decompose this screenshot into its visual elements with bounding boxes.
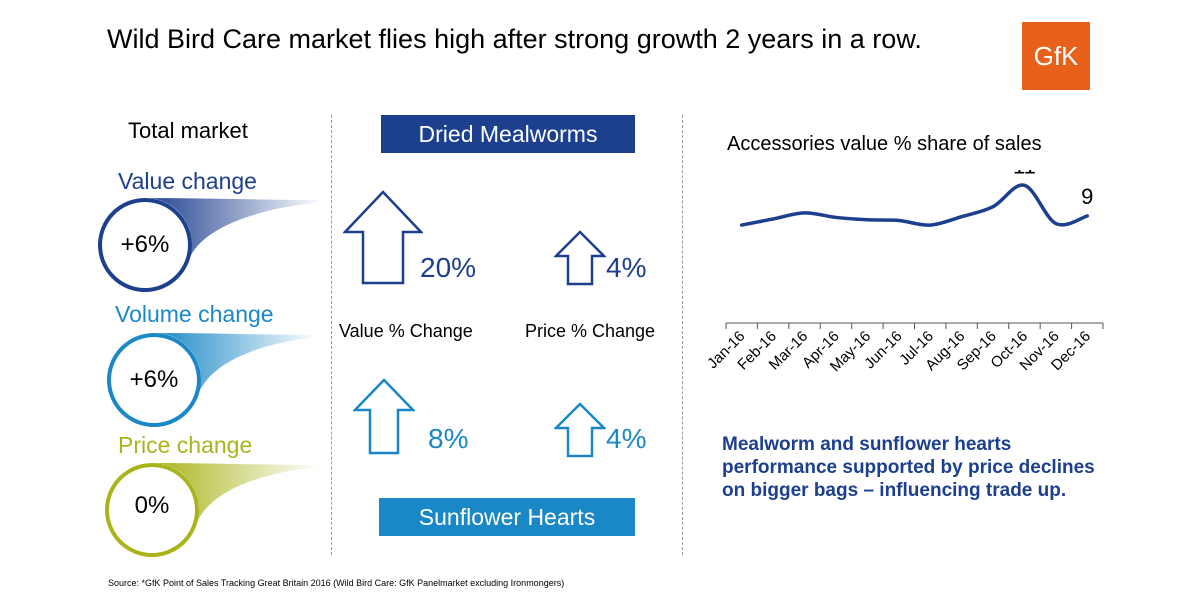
sunflower-price-pct: 4% bbox=[606, 423, 647, 454]
dried-mealworms-header: Dried Mealworms bbox=[381, 115, 635, 153]
data-label: 9 bbox=[1081, 184, 1093, 209]
data-label: 11 bbox=[1013, 170, 1036, 178]
volume-change-swoosh bbox=[107, 332, 319, 427]
insight-note: Mealworm and sunflower hearts performanc… bbox=[722, 434, 1095, 501]
volume-change-label: Volume change bbox=[115, 301, 274, 327]
accessories-share-chart: 119Jan-16Feb-16Mar-16Apr-16May-16Jun-16J… bbox=[704, 170, 1104, 375]
series-line bbox=[739, 183, 1090, 227]
total-market-label: Total market bbox=[128, 118, 248, 143]
price-change-label: Price change bbox=[118, 432, 253, 458]
value-change-label: Value change bbox=[118, 168, 257, 194]
value-change-swoosh bbox=[98, 197, 323, 292]
price-change-value: 0% bbox=[134, 492, 170, 519]
sunflower-value-pct: 8% bbox=[428, 423, 469, 454]
price-change-caption: Price % Change bbox=[525, 321, 656, 341]
gfk-logo: GfK bbox=[1022, 22, 1090, 90]
mealworms-value-pct: 20% bbox=[420, 252, 477, 283]
value-change-badge: +6% bbox=[95, 195, 335, 295]
divider-left bbox=[331, 115, 332, 555]
volume-change-badge: +6% bbox=[104, 330, 344, 430]
sunflower-price-up-arrow-icon bbox=[554, 402, 606, 458]
volume-change-value: +6% bbox=[129, 366, 179, 393]
source-footnote: Source: *GfK Point of Sales Tracking Gre… bbox=[108, 578, 565, 588]
price-change-swoosh bbox=[105, 462, 320, 557]
divider-right bbox=[682, 115, 683, 555]
page-title: Wild Bird Care market flies high after s… bbox=[107, 24, 922, 54]
mealworms-value-up-arrow-icon bbox=[343, 190, 423, 285]
sunflower-hearts-header: Sunflower Hearts bbox=[379, 498, 635, 536]
mealworms-price-up-arrow-icon bbox=[554, 230, 606, 286]
value-change-caption: Value % Change bbox=[339, 321, 473, 341]
mealworms-price-pct: 4% bbox=[606, 252, 647, 283]
chart-title: Accessories value % share of sales bbox=[727, 133, 1042, 155]
sunflower-value-up-arrow-icon bbox=[353, 378, 415, 455]
value-change-value: +6% bbox=[120, 231, 170, 258]
price-change-badge: 0% bbox=[102, 460, 342, 560]
